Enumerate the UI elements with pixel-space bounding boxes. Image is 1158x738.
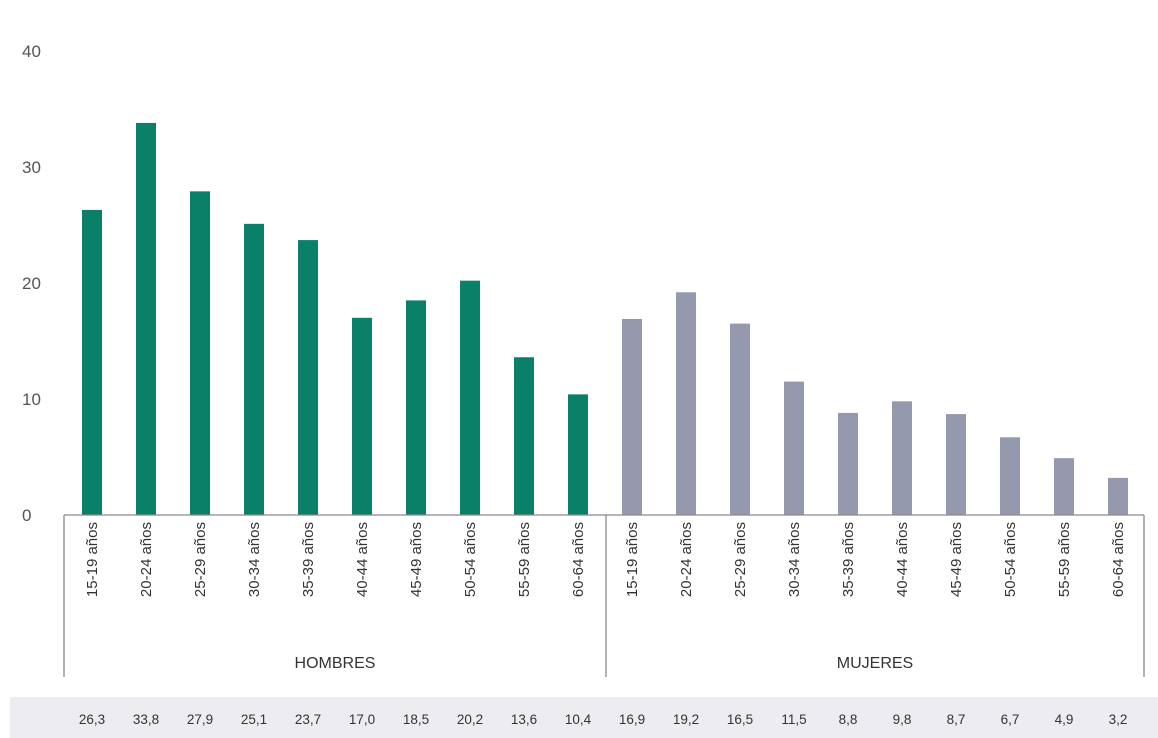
x-tick-label: 50-54 años	[462, 522, 479, 597]
x-tick-label: 45-49 años	[408, 522, 425, 597]
x-tick-label: 25-29 años	[192, 522, 209, 597]
data-table-values: 26,3 33,8 27,9 25,1 23,7 17,0 18,5 20,2 13,6 10,4…	[79, 712, 1128, 727]
table-value: 11,5	[781, 712, 806, 727]
table-value: 10,4	[565, 712, 592, 727]
x-tick-label: 50-54 años	[1002, 522, 1019, 597]
y-axis: 0 10 20 30 40	[22, 42, 41, 525]
table-value: 8,8	[839, 712, 858, 727]
bar	[460, 280, 480, 515]
group-labels: HOMBRES MUJERES	[295, 655, 914, 672]
table-value: 16,9	[619, 712, 645, 727]
x-tick-label: 15-19 años	[84, 522, 101, 597]
x-tick-label: 15-19 años	[624, 522, 641, 597]
table-value: 19,2	[673, 712, 699, 727]
table-value: 25,1	[241, 712, 267, 727]
bar	[568, 394, 588, 515]
group-label: MUJERES	[837, 655, 913, 672]
bar	[82, 209, 102, 516]
table-value: 6,7	[1001, 712, 1020, 727]
table-value: 23,7	[295, 712, 321, 727]
x-tick-label: 20-24 años	[678, 522, 695, 597]
table-value: 26,3	[79, 712, 105, 727]
group-label: HOMBRES	[295, 655, 376, 672]
x-axis	[63, 514, 1145, 677]
y-tick-label: 20	[22, 274, 41, 293]
x-tick-label: 40-44 años	[894, 522, 911, 597]
bar	[352, 317, 372, 515]
bar	[136, 122, 156, 516]
x-tick-label: 55-59 años	[1056, 522, 1073, 597]
bar	[1054, 458, 1074, 515]
bar	[784, 381, 804, 515]
x-tick-label: 30-34 años	[246, 522, 263, 597]
bar	[1108, 477, 1128, 515]
table-value: 16,5	[727, 712, 753, 727]
bar	[244, 223, 264, 515]
bar	[298, 240, 318, 515]
x-tick-label: 40-44 años	[354, 522, 371, 597]
y-tick-label: 40	[22, 42, 41, 61]
table-value: 4,9	[1055, 712, 1074, 727]
table-value: 20,2	[457, 712, 483, 727]
table-value: 3,2	[1109, 712, 1128, 727]
x-tick-label: 60-64 años	[570, 522, 587, 597]
bar	[892, 401, 912, 515]
bar	[190, 191, 210, 516]
table-value: 8,7	[947, 712, 966, 727]
bar	[946, 414, 966, 515]
x-tick-label: 35-39 años	[840, 522, 857, 597]
data-table-background	[10, 697, 1158, 738]
bar	[676, 292, 696, 515]
x-tick-label: 55-59 años	[516, 522, 533, 597]
x-tick-label: 60-64 años	[1110, 522, 1127, 597]
x-tick-label: 20-24 años	[138, 522, 155, 597]
table-value: 9,8	[893, 712, 912, 727]
data-table-panel	[10, 697, 1158, 738]
bar	[730, 323, 750, 515]
bar	[838, 412, 858, 515]
y-tick-label: 30	[22, 158, 41, 177]
table-value: 33,8	[133, 712, 159, 727]
x-axis-tick-labels: 15-19 años 20-24 años 25-29 años 30-34 años…	[84, 522, 1127, 597]
bar	[514, 357, 534, 515]
bar	[622, 318, 642, 515]
table-value: 27,9	[187, 712, 213, 727]
y-tick-label: 0	[22, 506, 31, 525]
x-tick-label: 35-39 años	[300, 522, 317, 597]
table-value: 18,5	[403, 712, 429, 727]
bars	[82, 122, 1128, 516]
x-tick-label: 25-29 años	[732, 522, 749, 597]
table-value: 17,0	[349, 712, 375, 727]
table-value: 13,6	[511, 712, 537, 727]
x-tick-label: 30-34 años	[786, 522, 803, 597]
y-tick-label: 10	[22, 390, 41, 409]
bar	[1000, 437, 1020, 515]
bar	[406, 300, 426, 515]
x-tick-label: 45-49 años	[948, 522, 965, 597]
